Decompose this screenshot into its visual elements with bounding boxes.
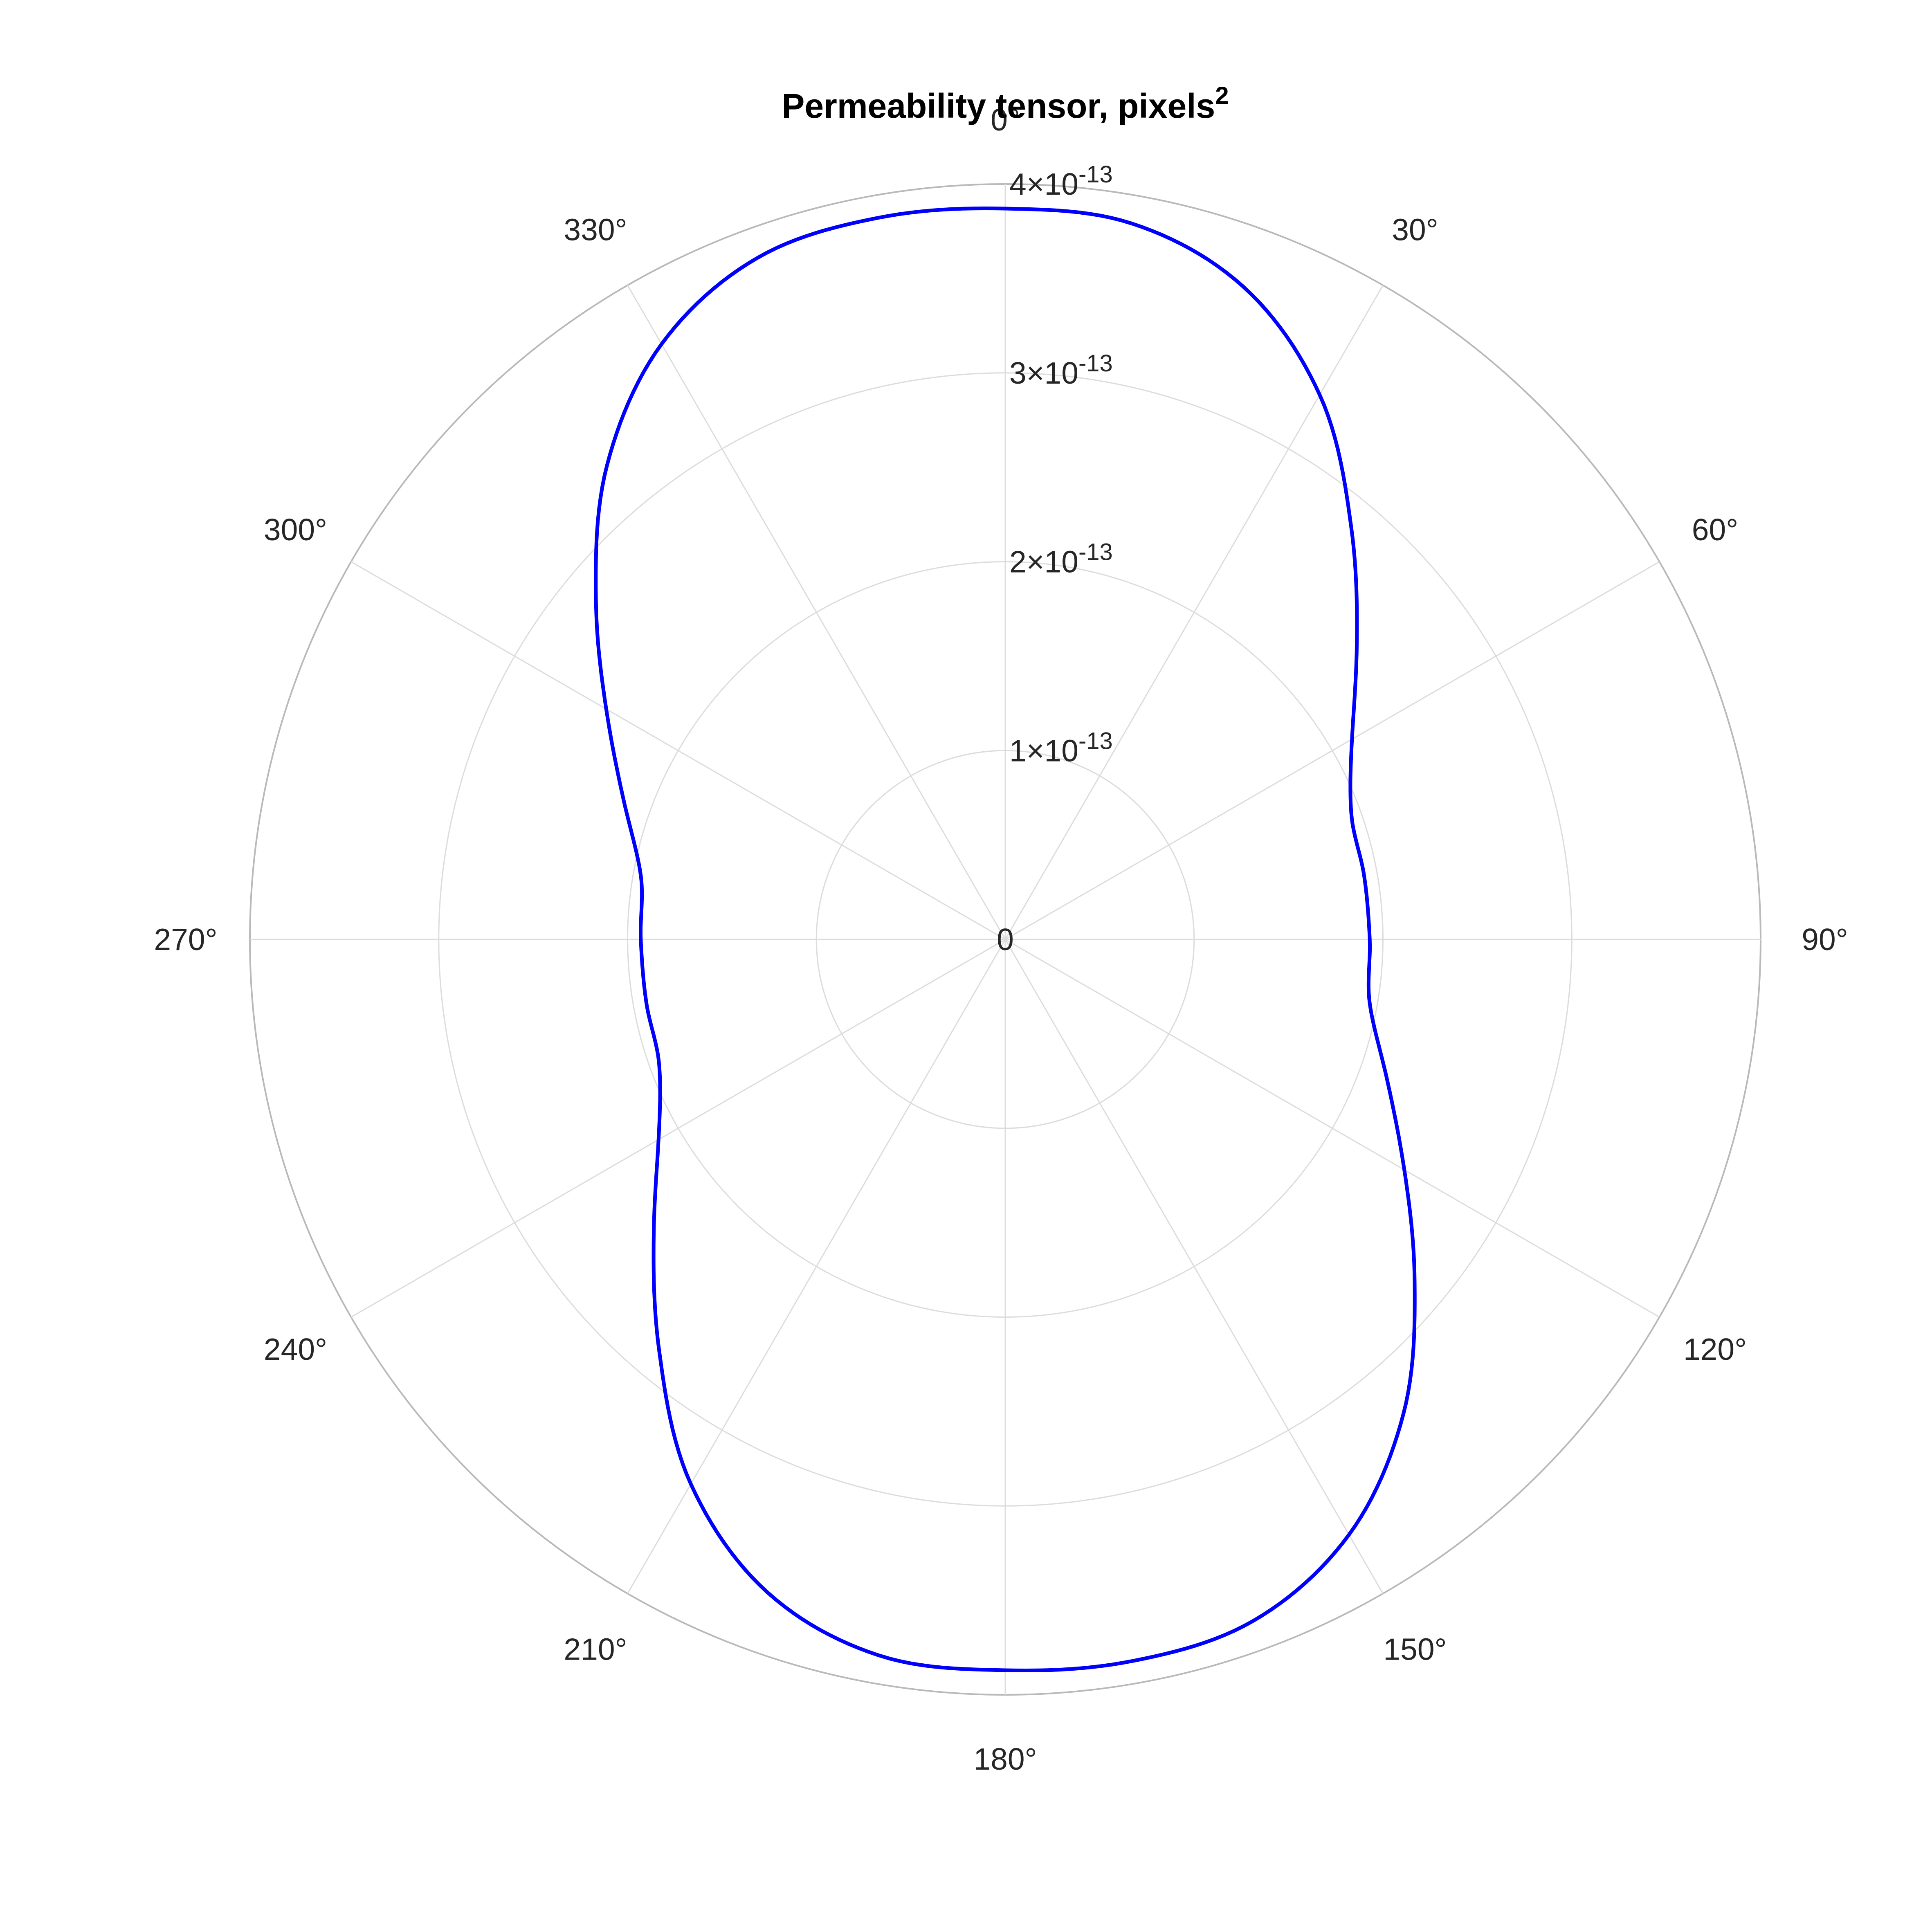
theta-tick-label: 150° — [1383, 1632, 1447, 1667]
theta-grid-spoke — [1005, 939, 1660, 1318]
theta-grid-spoke — [1005, 561, 1660, 940]
r-tick-label: 0 — [997, 922, 1014, 957]
theta-tick-label: 120° — [1683, 1332, 1747, 1366]
theta-grid-spoke — [350, 939, 1006, 1318]
theta-grid-spoke — [627, 285, 1006, 940]
theta-tick-label: 0° — [991, 103, 1020, 137]
series-line — [594, 207, 1417, 1672]
grid-layer — [249, 183, 1761, 1696]
r-tick-label: 2×10-13 — [1009, 539, 1113, 579]
theta-tick-label: 60° — [1692, 512, 1738, 547]
r-tick-label: 3×10-13 — [1009, 350, 1113, 390]
theta-tick-label: 210° — [564, 1632, 627, 1667]
theta-tick-label: 270° — [154, 922, 217, 957]
series-layer — [594, 207, 1417, 1672]
theta-tick-label: 30° — [1392, 212, 1438, 247]
theta-grid-spoke — [1004, 939, 1384, 1594]
theta-tick-label: 330° — [564, 212, 627, 247]
theta-tick-label: 180° — [973, 1742, 1037, 1776]
label-layer: 0° 30° 60° 90° 120° 150° 180° 210° 240° 270° 300° 3… — [154, 103, 1848, 1776]
theta-tick-label: 90° — [1802, 922, 1848, 957]
r-tick-label: 1×10-13 — [1009, 728, 1113, 768]
chart-title: Permeability tensor, pixels2 — [782, 82, 1229, 125]
theta-tick-label: 240° — [264, 1332, 327, 1366]
r-tick-label: 4×10-13 — [1009, 161, 1113, 201]
theta-grid-spoke — [350, 561, 1006, 940]
theta-tick-label: 300° — [264, 512, 327, 547]
theta-grid-spoke — [627, 939, 1006, 1594]
